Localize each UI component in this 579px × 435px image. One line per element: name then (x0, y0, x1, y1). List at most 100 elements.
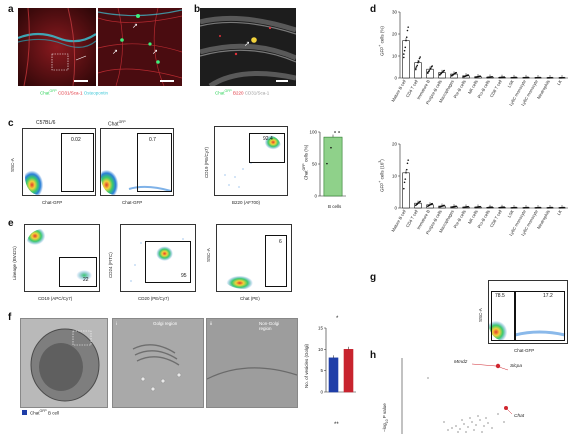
y-tick-label: 10 (392, 174, 398, 179)
data-point (535, 206, 538, 209)
x-tick-label: Pre-B cells (452, 79, 466, 99)
significance-mark: * (336, 316, 339, 322)
x-tick-label: LSK (507, 209, 515, 219)
gate-value: 0.02 (71, 137, 81, 143)
region-label: Golgi region (153, 321, 178, 326)
caption-part: Chat (40, 90, 50, 96)
data-point (562, 206, 565, 209)
data-point (415, 65, 418, 68)
data-point (441, 205, 443, 207)
data-point (463, 206, 466, 209)
x-tick-label: CD8 T cell (489, 209, 503, 228)
data-point (338, 131, 340, 133)
y-tick-label: 0 (314, 194, 317, 199)
y-tick-label: 100 (309, 130, 317, 135)
data-point (439, 205, 442, 208)
gate-value: 0.7 (149, 137, 156, 143)
arrow-icon: ↗ (244, 41, 250, 48)
facs-plot-g: 78.5 17.2 (488, 280, 568, 344)
data-point (407, 159, 409, 161)
data-point (538, 206, 541, 209)
axis-label-y: GFP+ cells (%) (378, 26, 385, 56)
gate-value: 95 (181, 273, 187, 279)
panel-label-c: c (8, 118, 14, 129)
facs-plot-e3: 6 (216, 224, 292, 292)
facs-plot-c3: 92.4 (214, 126, 288, 196)
data-point (406, 162, 409, 165)
data-point (502, 76, 505, 78)
data-point (454, 205, 457, 208)
data-point (549, 206, 551, 209)
y-tick-label: 30 (392, 10, 398, 15)
gene-label-slcpa: Slcpa (510, 364, 522, 369)
data-point (526, 76, 529, 79)
axis-label-x: Chat-GFP (514, 348, 535, 353)
x-tick-label: LK (556, 209, 563, 216)
data-point (442, 70, 445, 72)
region-label: Non-Golgi region (259, 321, 280, 331)
data-point (439, 73, 441, 76)
y-tick-label: 0 (394, 206, 397, 211)
gate-box-right (515, 291, 565, 341)
data-point (523, 76, 525, 79)
facs-density (224, 135, 281, 188)
data-point (403, 181, 406, 184)
gate-value: 78.5 (495, 293, 505, 299)
data-point (489, 76, 491, 78)
bar (323, 136, 343, 197)
data-point (547, 77, 549, 79)
axis-label-x: B220 (AF700) (232, 200, 261, 205)
data-point (442, 204, 445, 207)
facs-plot-e1: 22 (24, 224, 100, 292)
data-point (430, 203, 433, 205)
significance-mark: ** (334, 422, 339, 428)
axis-label-x: Chat-GFP (122, 200, 143, 205)
caption-part: Osteopontin (83, 90, 109, 96)
data-point (405, 172, 407, 174)
data-point (404, 178, 407, 180)
microscopy-panel-a-left (18, 8, 96, 86)
data-point (416, 64, 419, 67)
data-point (478, 205, 481, 208)
data-point (499, 76, 501, 79)
facs-plot-e2: 95 (120, 224, 196, 292)
data-point (407, 26, 409, 28)
data-point (405, 39, 407, 42)
data-point (427, 71, 429, 74)
data-point (465, 75, 467, 77)
facs-density (27, 229, 95, 283)
caption-part: CD31/Sca-1 (244, 90, 270, 96)
arrow-icon: ↗ (112, 49, 118, 56)
panel-label-e: e (8, 218, 14, 229)
y-tick-label: 20 (392, 32, 398, 37)
data-point (453, 73, 455, 75)
axis-label-y: SSC-A (478, 308, 483, 322)
x-tick-label: NK cells (467, 79, 479, 95)
arrow-icon: ↗ (132, 23, 138, 30)
data-point (441, 71, 443, 74)
cell-image (21, 319, 107, 407)
gene-label-chat: Chat (514, 414, 525, 419)
axis-label-x: CD20 (PE/Cy7) (138, 296, 170, 301)
y-tick-label: 10 (392, 54, 398, 59)
facs-density (101, 159, 172, 195)
data-point (525, 206, 527, 209)
gate-box-left (491, 291, 515, 341)
gate-box (61, 133, 94, 192)
tem-cell-overview (20, 318, 108, 408)
facs-plot-c1: 0.02 (22, 128, 96, 196)
caption-part: CD31/Sca-1 (56, 90, 84, 96)
gene-label-mmd2: Mmd2 (454, 360, 468, 365)
data-point (559, 206, 562, 209)
bar (328, 357, 339, 393)
panel-label-h: h (370, 350, 377, 361)
gate-box (265, 235, 287, 287)
panel-b-caption: ChatGFP B220 CD31/Sca-1 (215, 89, 269, 96)
axis-label-y: Lineage (BV421) (12, 246, 17, 280)
data-point (418, 57, 421, 60)
caption-sup: GFP (224, 89, 232, 93)
zoom-inset-image (98, 8, 182, 86)
x-tick-label: LK (556, 79, 563, 86)
data-point (463, 75, 465, 78)
y-tick-label: 10 (318, 347, 324, 352)
